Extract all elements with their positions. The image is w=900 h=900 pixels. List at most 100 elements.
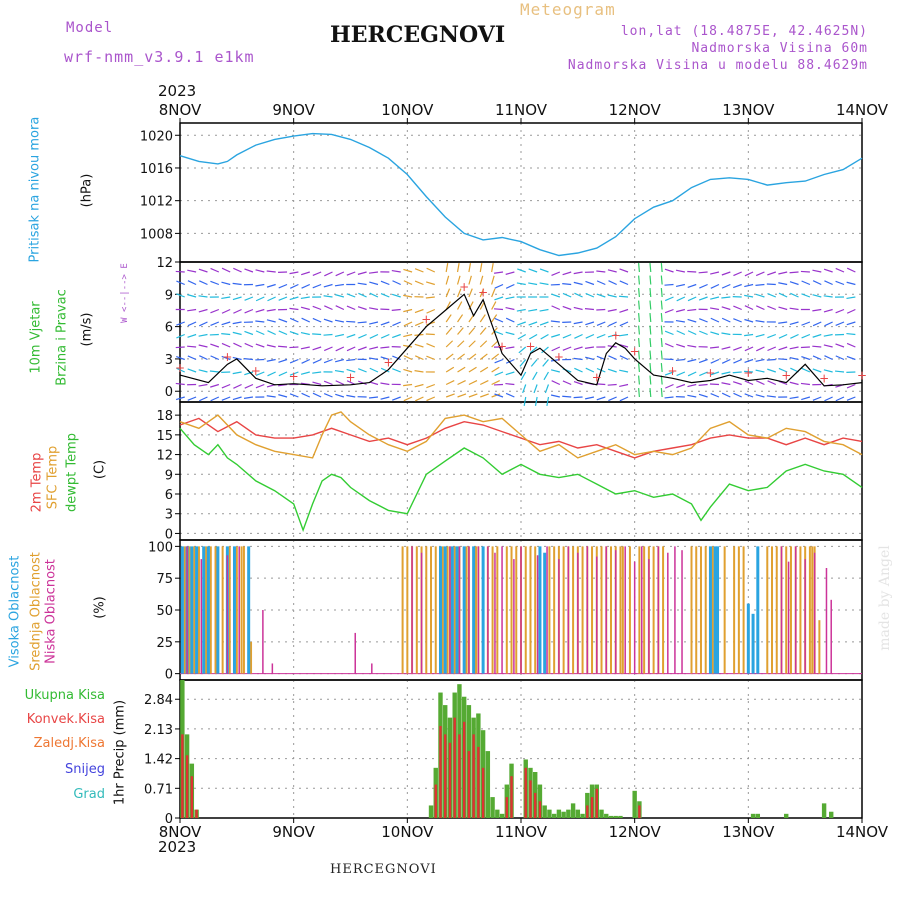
mid-cloud-bar	[529, 546, 532, 674]
convective-precip-bar	[444, 734, 447, 818]
wind-arrow	[778, 282, 788, 286]
y-tick-label: 1020	[140, 129, 173, 144]
wind-arrow	[266, 308, 276, 312]
wind-arrow	[491, 263, 494, 273]
high-cloud-bar	[216, 546, 220, 674]
mid-cloud-bar	[188, 546, 191, 674]
wind-arrow	[278, 345, 288, 348]
wind-arrow	[619, 295, 629, 298]
wind-arrow	[491, 340, 499, 348]
wind-arrow	[346, 368, 356, 373]
wind-gust-marker: +	[743, 366, 753, 380]
page-title: HERCEGNOVI	[330, 22, 506, 48]
wind-arrow	[789, 396, 799, 400]
wind-arrow	[445, 275, 450, 285]
wind-arrow	[266, 319, 276, 323]
low-cloud-bar	[546, 546, 548, 674]
wind-arrow	[801, 280, 811, 286]
wind-arrow	[300, 371, 310, 375]
wind-gust-marker: +	[630, 345, 640, 359]
mid-cloud-bar	[534, 546, 537, 674]
convective-precip-bar	[472, 734, 475, 818]
low-cloud-bar	[501, 546, 503, 674]
wind-arrow	[721, 332, 731, 336]
wind-arrow	[210, 343, 220, 348]
wind-arrow	[301, 317, 311, 323]
wind-arrow	[699, 330, 708, 336]
wind-gust-marker: +	[554, 350, 564, 364]
mid-cloud-bar	[652, 546, 655, 674]
mid-cloud-bar	[638, 546, 641, 674]
total-precip-bar	[551, 813, 557, 818]
mid-cloud-bar	[228, 546, 231, 674]
wind-arrow	[778, 346, 788, 351]
wind-arrow	[457, 301, 463, 310]
high-cloud-bar	[543, 552, 547, 674]
high-cloud-bar	[450, 546, 454, 674]
wind-arrow	[210, 396, 220, 402]
wind-arrow	[403, 383, 413, 387]
mid-cloud-bar	[510, 546, 513, 674]
low-cloud-bar	[558, 559, 560, 674]
convective-precip-bar	[534, 792, 537, 818]
wind-gust-marker: +	[478, 285, 488, 299]
wind-arrow	[660, 300, 663, 310]
wind-arrow	[585, 280, 595, 286]
wind-arrow	[755, 283, 765, 286]
wind-arrow	[368, 357, 379, 361]
wind-arrow	[664, 343, 674, 348]
mid-cloud-bar	[619, 546, 622, 674]
low-cloud-bar	[633, 561, 636, 674]
wind-arrow	[835, 321, 845, 326]
wind-arrow	[687, 296, 697, 302]
wind-arrow	[232, 331, 242, 336]
wind-arrow	[596, 333, 606, 339]
wind-arrow	[607, 333, 617, 338]
wind-arrow	[721, 371, 731, 375]
wind-arrow	[380, 280, 390, 286]
convective-precip-bar	[638, 805, 641, 818]
high-cloud-bar	[462, 546, 466, 674]
wind-arrow	[574, 333, 583, 339]
wind-arrow	[649, 287, 652, 298]
wind-arrow	[638, 300, 641, 310]
wind-arrow	[721, 306, 731, 311]
total-precip-bar	[570, 803, 576, 818]
mid-cloud-bar	[771, 546, 774, 674]
wind-arrow	[698, 383, 708, 386]
wind-arrow	[573, 321, 583, 325]
wind-arrow	[266, 270, 276, 273]
wind-arrow	[357, 306, 367, 311]
wind-arrow	[562, 395, 572, 398]
wind-arrow	[426, 383, 436, 389]
wind-gust-marker: +	[668, 364, 678, 378]
legend-freezing-precip: Zaledj.Kisa	[33, 736, 105, 751]
wind-arrow	[479, 353, 488, 360]
mid-cloud-bar	[193, 546, 196, 674]
wind-arrow	[457, 366, 466, 373]
wind-arrow	[649, 325, 652, 335]
wind-arrow	[445, 353, 454, 360]
wind-arrow	[744, 346, 754, 352]
wind-arrow	[800, 270, 810, 273]
mid-cloud-bar	[197, 546, 200, 674]
mid-cloud-bar	[818, 620, 821, 674]
wind-arrow	[312, 271, 322, 276]
y-tick-label: 12	[156, 256, 173, 271]
wind-arrow	[687, 383, 697, 388]
wind-arrow	[494, 393, 504, 398]
wind-arrow	[414, 308, 424, 314]
high-cloud-bar	[472, 546, 476, 674]
wind-arrow	[312, 381, 322, 386]
wind-arrow	[187, 294, 197, 298]
wind-arrow	[198, 308, 208, 313]
wind-arrow	[835, 396, 845, 402]
wind-arrow	[392, 333, 401, 339]
high-cloud-bar	[713, 546, 717, 674]
wind-arrow	[778, 321, 788, 324]
wind-arrow	[468, 353, 477, 360]
wind-arrow	[812, 321, 822, 327]
wind-arrow	[824, 321, 833, 327]
wind-arrow	[846, 396, 856, 401]
wind-arrow	[324, 271, 333, 277]
